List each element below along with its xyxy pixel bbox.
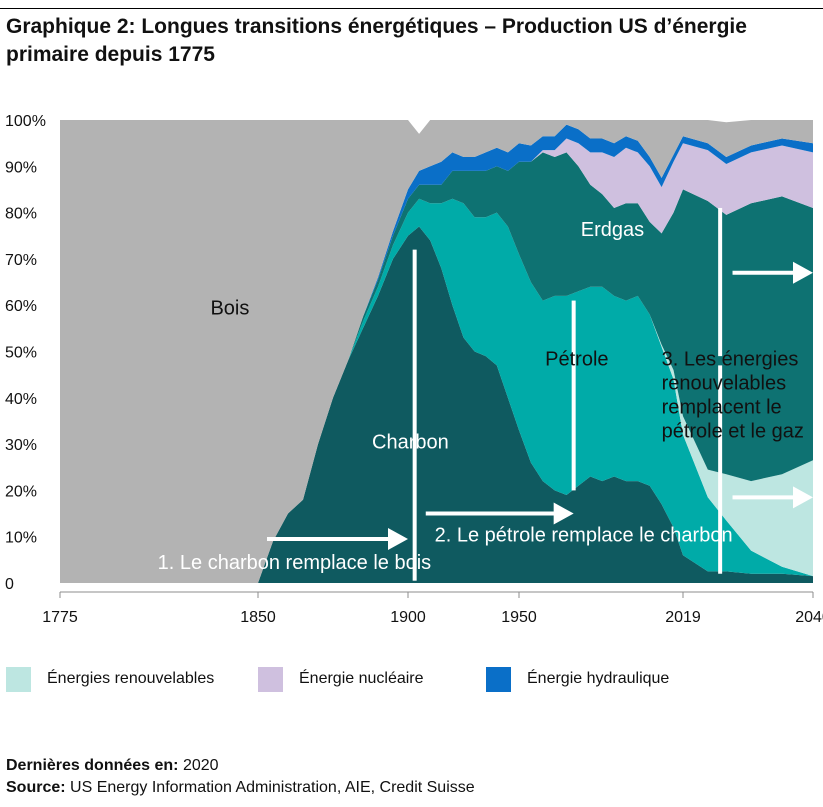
transition-bar <box>412 249 417 581</box>
area-charbon <box>60 226 813 583</box>
y-tick-label: 20% <box>5 483 37 500</box>
arrow-oil-replaces-coal <box>425 502 574 525</box>
legend-item-renewables: Énergies renouvelables <box>6 664 214 694</box>
transition-bar <box>571 300 576 491</box>
area-energie-nucleaire <box>60 138 813 583</box>
x-tick-label: 1850 <box>240 609 276 626</box>
y-tick-label: 0 <box>5 576 14 593</box>
footer: Dernières données en: 2020 Source: US En… <box>6 755 475 799</box>
legend-label-nuclear: Énergie nucléaire <box>299 670 424 687</box>
area-label: Bois <box>210 297 249 319</box>
source-line: Source: US Energy Information Administra… <box>6 777 475 799</box>
y-tick-label: 70% <box>5 252 37 269</box>
legend-label-renewables: Énergies renouvelables <box>47 670 215 687</box>
chart-title: Graphique 2: Longues transitions énergét… <box>6 15 747 66</box>
y-tick-label: 10% <box>5 530 37 547</box>
legend-label-hydro: Énergie hydraulique <box>527 670 670 687</box>
area-bois <box>60 120 813 583</box>
annotation-text: renouvelables <box>662 372 787 394</box>
annotation-text: 3. Les énergies <box>662 348 799 370</box>
annotation-text: pétrole et le gaz <box>662 420 804 442</box>
arrow-gas-continues <box>732 261 813 284</box>
legend-item-hydro: Énergie hydraulique <box>486 664 669 694</box>
annotation-text: 2. Le pétrole remplace le charbon <box>435 524 733 546</box>
source-value: US Energy Information Administration, AI… <box>70 779 475 796</box>
top-rule <box>0 8 823 9</box>
axes: 100% 90% 80% 70% 60% 50% 40% 30% 20% 10% 0 1775 1850… <box>5 113 823 626</box>
area-erdgas <box>60 152 813 583</box>
last-data-value: 2020 <box>182 757 219 774</box>
annotation-text: remplacent le <box>662 396 782 418</box>
x-tick-label: 1775 <box>42 609 78 626</box>
y-tick-label: 30% <box>5 437 37 454</box>
last-data-label: Dernières données en: <box>6 757 179 774</box>
y-tick-label: 50% <box>5 345 37 362</box>
source-label: Source: <box>6 779 66 796</box>
area-petrole <box>60 198 813 583</box>
x-tick-label: 2040 <box>795 609 823 626</box>
arrow-coal-replaces-wood <box>267 528 408 551</box>
transition-bar <box>718 365 723 574</box>
area-label: Erdgas <box>581 219 644 241</box>
legend-swatch-nuclear <box>258 666 283 692</box>
area-label: Charbon <box>372 432 449 454</box>
stacked-areas <box>60 120 813 583</box>
chart-area: 100% 90% 80% 70% 60% 50% 40% 30% 20% 10% 0 1775 1850… <box>5 113 823 626</box>
area-label: Pétrole <box>545 348 608 370</box>
last-data-line: Dernières données en: 2020 <box>6 755 475 777</box>
x-tick-label: 1900 <box>390 609 426 626</box>
legend-item-nuclear: Énergie nucléaire <box>258 664 424 694</box>
legend: Énergies renouvelables Énergie nucléaire… <box>0 664 823 700</box>
legend-swatch-renewables <box>6 666 31 692</box>
x-tick-label: 1950 <box>501 609 537 626</box>
arrow-renewables-continue <box>732 486 813 509</box>
y-tick-label: 90% <box>5 159 37 176</box>
annotation-text: 1. Le charbon remplace le bois <box>158 552 432 574</box>
y-tick-label: 40% <box>5 391 37 408</box>
x-tick-label: 2019 <box>665 609 701 626</box>
annotations-layer: Bois Charbon Pétrole Erdgas 1. Le charbon re… <box>158 207 813 581</box>
y-tick-label: 100% <box>5 113 46 130</box>
legend-swatch-hydro <box>486 666 511 692</box>
y-tick-label: 80% <box>5 206 37 223</box>
transition-bar <box>718 207 723 357</box>
y-tick-label: 60% <box>5 298 37 315</box>
